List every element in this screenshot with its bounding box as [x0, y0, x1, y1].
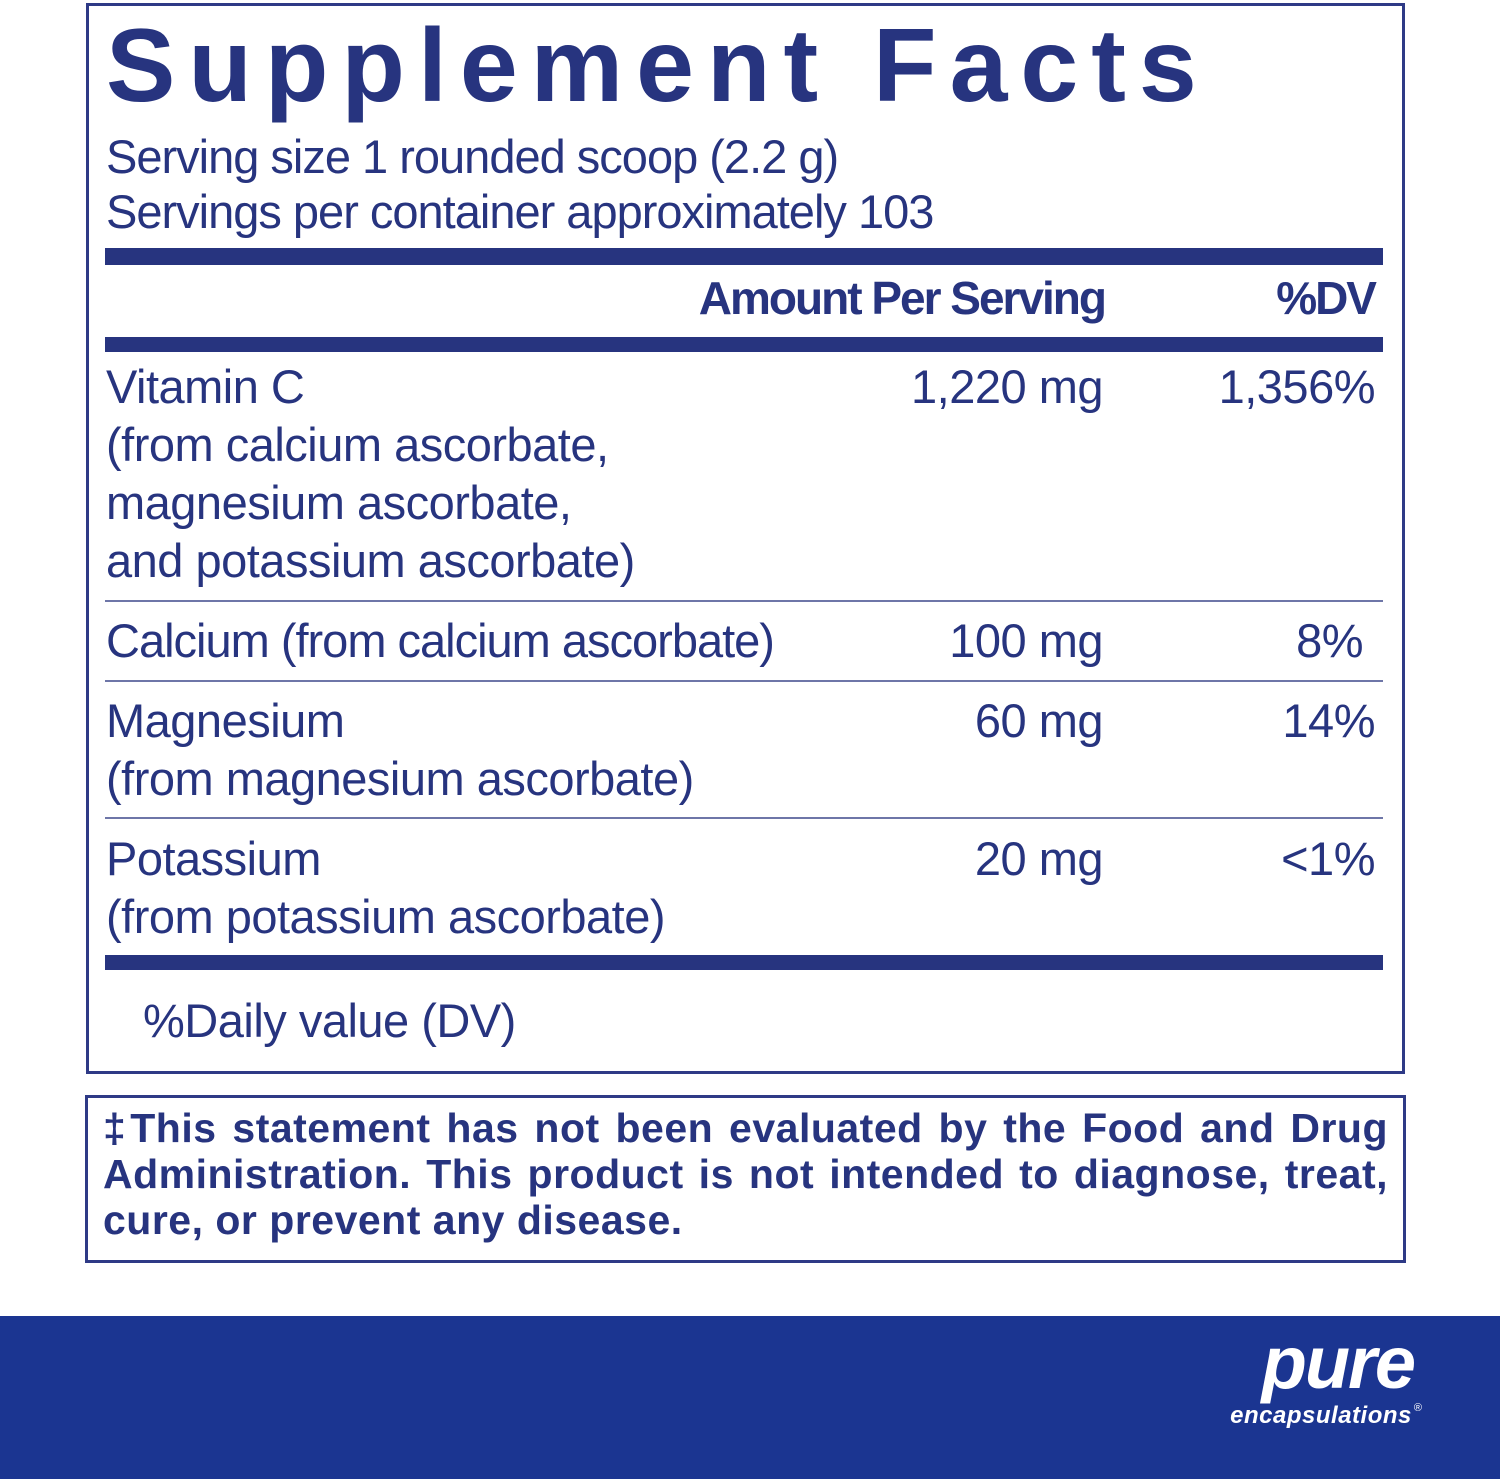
servings-per-container: Servings per container approximately 103 [106, 185, 934, 238]
fda-disclaimer: ‡This statement has not been evaluated b… [103, 1105, 1388, 1243]
nutrient-source: and potassium ascorbate) [106, 534, 635, 587]
nutrient-name: Potassium [106, 832, 321, 885]
nutrient-amount: 20 mg [974, 832, 1104, 885]
nutrient-dv: 1,356% [1218, 360, 1376, 413]
dv-header: %DV [1276, 272, 1377, 324]
nutrient-source: (from magnesium ascorbate) [106, 752, 694, 805]
brand-logo-subtitle: encapsulations [1230, 1402, 1412, 1429]
brand-logo: pure [1261, 1321, 1416, 1404]
panel-title: Supplement Facts [106, 8, 1210, 124]
amount-header: Amount Per Serving [698, 272, 1107, 324]
divider-thin [105, 680, 1383, 682]
nutrient-name: Magnesium [106, 694, 345, 747]
brand-band [0, 1316, 1500, 1479]
nutrient-dv: 8% [1296, 614, 1363, 667]
nutrient-dv: <1% [1281, 832, 1375, 885]
dv-footnote: %Daily value (DV) [143, 994, 516, 1047]
nutrient-dv: 14% [1282, 694, 1375, 747]
serving-size: Serving size 1 rounded scoop (2.2 g) [106, 130, 839, 183]
nutrient-name: Calcium (from calcium ascorbate) [106, 614, 775, 667]
disclaimer-box [85, 1095, 1406, 1263]
nutrient-source: (from potassium ascorbate) [106, 890, 666, 943]
registered-mark: ® [1413, 1402, 1422, 1414]
nutrient-source: magnesium ascorbate, [106, 476, 572, 529]
divider-thin [105, 600, 1383, 602]
nutrient-amount: 1,220 mg [911, 360, 1103, 413]
divider-thick [105, 337, 1383, 352]
divider-thick [105, 248, 1383, 265]
nutrient-amount: 100 mg [949, 614, 1103, 667]
supplement-facts-panel [86, 3, 1405, 1074]
divider-thick [105, 955, 1383, 970]
nutrient-source: (from calcium ascorbate, [106, 418, 609, 471]
nutrient-name: Vitamin C [106, 360, 305, 413]
divider-thin [105, 817, 1383, 819]
nutrient-amount: 60 mg [974, 694, 1104, 747]
brand-logo-subtitle-row: encapsulations ® [1230, 1402, 1422, 1430]
